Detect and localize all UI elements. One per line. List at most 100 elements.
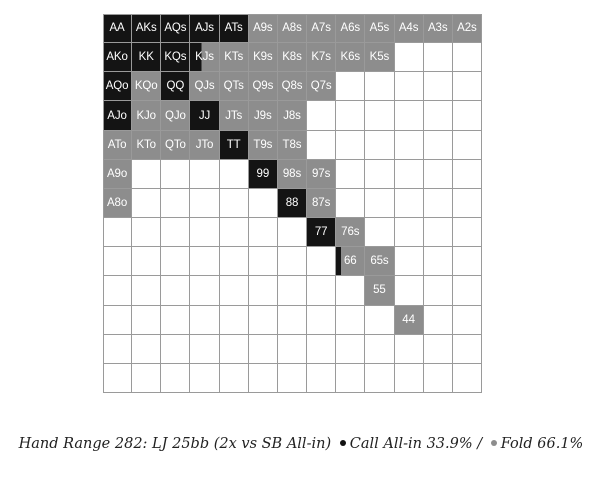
caption-title: Hand Range 282: LJ 25bb (2x vs SB All-in… — [18, 436, 332, 452]
hand-cell-empty — [365, 159, 395, 189]
hand-cell-empty — [132, 276, 162, 306]
hand-cell-empty — [394, 334, 424, 364]
range-caption: Hand Range 282: LJ 25bb (2x vs SB All-in… — [0, 436, 602, 452]
hand-cell-empty — [132, 334, 162, 364]
hand-cell-empty — [423, 334, 453, 364]
hand-cell-empty — [423, 305, 453, 335]
hand-cell-AJo: AJo — [103, 101, 133, 131]
hand-cell-87s: 87s — [307, 188, 337, 219]
hand-cell-empty — [277, 363, 308, 393]
hand-cell-empty — [277, 305, 308, 335]
hand-cell-empty — [394, 218, 424, 248]
hand-cell-65s: 65s — [365, 247, 395, 277]
hand-cell-empty — [190, 247, 220, 277]
hand-cell-empty — [365, 188, 395, 219]
caption-fold: Fold 66.1% — [500, 436, 584, 452]
hand-cell-empty — [132, 363, 162, 393]
hand-cell-T8s: T8s — [277, 130, 308, 160]
hand-cell-empty — [394, 130, 424, 160]
hand-cell-44: 44 — [394, 305, 424, 335]
hand-cell-empty — [365, 305, 395, 335]
hand-cell-empty — [161, 247, 191, 277]
hand-cell-A9o: A9o — [103, 159, 133, 189]
hand-cell-empty — [394, 363, 424, 393]
hand-cell-empty — [103, 305, 133, 335]
hand-cell-empty — [423, 188, 453, 219]
hand-cell-empty — [423, 276, 453, 306]
hand-cell-empty — [307, 363, 337, 393]
hand-cell-98s: 98s — [277, 159, 308, 189]
hand-cell-empty — [307, 276, 337, 306]
hand-cell-ATs: ATs — [219, 14, 249, 44]
hand-cell-empty — [248, 276, 278, 306]
hand-cell-empty — [336, 72, 366, 102]
hand-cell-empty — [336, 276, 366, 306]
hand-cell-empty — [248, 305, 278, 335]
hand-cell-empty — [365, 130, 395, 160]
hand-cell-empty — [423, 101, 453, 131]
hand-cell-empty — [190, 218, 220, 248]
hand-cell-KQs: KQs — [161, 43, 191, 73]
hand-cell-J8s: J8s — [277, 101, 308, 131]
hand-cell-empty — [161, 334, 191, 364]
hand-cell-empty — [452, 43, 482, 73]
hand-cell-empty — [190, 159, 220, 189]
hand-cell-AJs: AJs — [190, 14, 220, 44]
hand-cell-empty — [307, 305, 337, 335]
hand-cell-empty — [307, 101, 337, 131]
hand-cell-empty — [336, 363, 366, 393]
hand-cell-empty — [423, 159, 453, 189]
hand-cell-QQ: QQ — [161, 72, 191, 102]
hand-cell-empty — [161, 363, 191, 393]
hand-cell-KJs: KJs — [190, 43, 220, 73]
hand-cell-empty — [132, 159, 162, 189]
hand-cell-empty — [190, 363, 220, 393]
hand-cell-A8o: A8o — [103, 188, 133, 219]
caption-call: Call All-in 33.9% / — [349, 436, 483, 452]
hand-cell-empty — [248, 218, 278, 248]
hand-cell-empty — [219, 363, 249, 393]
hand-cell-K9s: K9s — [248, 43, 278, 73]
hand-cell-55: 55 — [365, 276, 395, 306]
hand-cell-empty — [161, 276, 191, 306]
hand-cell-empty — [219, 218, 249, 248]
hand-cell-A8s: A8s — [277, 14, 308, 44]
hand-cell-empty — [452, 101, 482, 131]
hand-cell-KTs: KTs — [219, 43, 249, 73]
hand-cell-empty — [423, 247, 453, 277]
call-dot-icon — [339, 440, 346, 446]
hand-cell-empty — [365, 363, 395, 393]
hand-cell-empty — [307, 334, 337, 364]
hand-cell-empty — [132, 188, 162, 219]
hand-cell-99: 99 — [248, 159, 278, 189]
hand-cell-Q7s: Q7s — [307, 72, 337, 102]
hand-cell-Q9s: Q9s — [248, 72, 278, 102]
hand-cell-empty — [452, 334, 482, 364]
hand-cell-AQo: AQo — [103, 72, 133, 102]
hand-cell-77: 77 — [307, 218, 337, 248]
hand-cell-empty — [307, 247, 337, 277]
hand-cell-empty — [277, 247, 308, 277]
hand-cell-empty — [452, 72, 482, 102]
hand-cell-KK: KK — [132, 43, 162, 73]
hand-cell-empty — [219, 188, 249, 219]
hand-cell-empty — [307, 130, 337, 160]
hand-cell-J9s: J9s — [248, 101, 278, 131]
hand-cell-empty — [423, 363, 453, 393]
hand-cell-empty — [248, 188, 278, 219]
hand-cell-empty — [365, 101, 395, 131]
hand-cell-Q8s: Q8s — [277, 72, 308, 102]
hand-cell-KJo: KJo — [132, 101, 162, 131]
hand-cell-A5s: A5s — [365, 14, 395, 44]
hand-cell-empty — [336, 101, 366, 131]
hand-cell-AQs: AQs — [161, 14, 191, 44]
hand-cell-66: 66 — [336, 247, 366, 277]
hand-cell-JTs: JTs — [219, 101, 249, 131]
hand-cell-empty — [423, 130, 453, 160]
hand-cell-A2s: A2s — [452, 14, 482, 44]
hand-cell-empty — [423, 218, 453, 248]
hand-cell-empty — [452, 218, 482, 248]
hand-cell-empty — [452, 159, 482, 189]
hand-cell-empty — [103, 363, 133, 393]
hand-cell-QJo: QJo — [161, 101, 191, 131]
